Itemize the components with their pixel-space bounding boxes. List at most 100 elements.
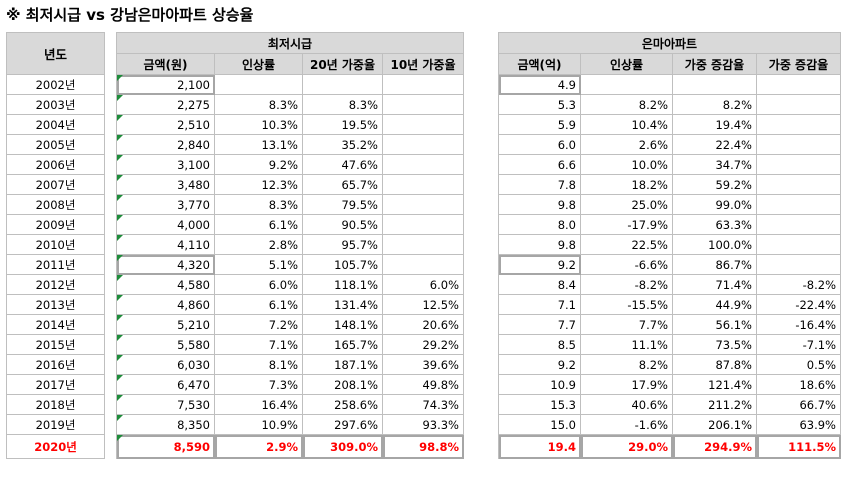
year-cell[interactable]: 2016년 <box>6 354 105 375</box>
price-rate-cell[interactable]: 8.2% <box>580 94 673 115</box>
wage-rate-cell[interactable]: 12.3% <box>214 174 303 195</box>
wage-rate-cell[interactable]: 8.3% <box>214 94 303 115</box>
price-amount-cell[interactable]: 7.8 <box>498 174 581 195</box>
price-cum10-cell[interactable] <box>756 154 841 175</box>
price-cum10-cell[interactable]: 111.5% <box>756 434 841 459</box>
col-header-price-rate[interactable]: 인상률 <box>580 53 673 75</box>
price-cum-cell[interactable]: 73.5% <box>672 334 757 355</box>
wage-rate-cell[interactable]: 16.4% <box>214 394 303 415</box>
price-cum-cell[interactable]: 19.4% <box>672 114 757 135</box>
price-amount-cell[interactable]: 7.7 <box>498 314 581 335</box>
price-cum-cell[interactable]: 100.0% <box>672 234 757 255</box>
wage-cum10-cell[interactable]: 49.8% <box>382 374 464 395</box>
price-rate-cell[interactable]: 18.2% <box>580 174 673 195</box>
wage-cum10-cell[interactable] <box>382 114 464 135</box>
wage-amount-cell[interactable]: 7,530 <box>116 394 215 415</box>
wage-cum10-cell[interactable]: 6.0% <box>382 274 464 295</box>
wage-cum10-cell[interactable]: 39.6% <box>382 354 464 375</box>
price-rate-cell[interactable]: 10.4% <box>580 114 673 135</box>
price-amount-cell[interactable]: 8.0 <box>498 214 581 235</box>
wage-amount-cell[interactable]: 3,480 <box>116 174 215 195</box>
wage-amount-cell[interactable]: 2,275 <box>116 94 215 115</box>
wage-amount-cell[interactable]: 6,030 <box>116 354 215 375</box>
price-cum-cell[interactable]: 22.4% <box>672 134 757 155</box>
price-cum10-cell[interactable]: -8.2% <box>756 274 841 295</box>
year-cell[interactable]: 2002년 <box>6 74 105 95</box>
price-cum-cell[interactable]: 211.2% <box>672 394 757 415</box>
minimum-wage-group-header[interactable]: 최저시급 <box>116 32 464 54</box>
price-cum10-cell[interactable]: 18.6% <box>756 374 841 395</box>
wage-amount-cell[interactable]: 6,470 <box>116 374 215 395</box>
col-header-wage-rate[interactable]: 인상률 <box>214 53 303 75</box>
wage-amount-cell[interactable]: 8,350 <box>116 414 215 435</box>
price-cum10-cell[interactable] <box>756 134 841 155</box>
price-amount-cell[interactable]: 8.4 <box>498 274 581 295</box>
wage-amount-cell[interactable]: 3,100 <box>116 154 215 175</box>
price-cum10-cell[interactable] <box>756 214 841 235</box>
year-cell[interactable]: 2005년 <box>6 134 105 155</box>
wage-amount-cell[interactable]: 2,510 <box>116 114 215 135</box>
price-cum10-cell[interactable] <box>756 74 841 95</box>
wage-cum10-cell[interactable]: 74.3% <box>382 394 464 415</box>
price-amount-cell[interactable]: 15.3 <box>498 394 581 415</box>
year-cell[interactable]: 2007년 <box>6 174 105 195</box>
wage-cum20-cell[interactable]: 8.3% <box>302 94 383 115</box>
wage-amount-cell[interactable]: 3,770 <box>116 194 215 215</box>
price-cum10-cell[interactable] <box>756 234 841 255</box>
wage-cum20-cell[interactable]: 131.4% <box>302 294 383 315</box>
year-cell[interactable]: 2006년 <box>6 154 105 175</box>
price-rate-cell[interactable]: -6.6% <box>580 254 673 275</box>
wage-cum20-cell[interactable]: 65.7% <box>302 174 383 195</box>
price-cum10-cell[interactable] <box>756 254 841 275</box>
price-amount-cell[interactable]: 9.8 <box>498 194 581 215</box>
price-rate-cell[interactable]: 2.6% <box>580 134 673 155</box>
wage-amount-cell[interactable]: 4,320 <box>116 254 215 275</box>
price-amount-cell[interactable]: 9.2 <box>498 354 581 375</box>
price-cum-cell[interactable]: 99.0% <box>672 194 757 215</box>
price-amount-cell[interactable]: 19.4 <box>498 434 581 459</box>
price-cum10-cell[interactable]: -7.1% <box>756 334 841 355</box>
price-rate-cell[interactable] <box>580 74 673 95</box>
wage-rate-cell[interactable]: 8.1% <box>214 354 303 375</box>
wage-rate-cell[interactable]: 2.8% <box>214 234 303 255</box>
price-amount-cell[interactable]: 6.6 <box>498 154 581 175</box>
year-cell[interactable]: 2017년 <box>6 374 105 395</box>
wage-rate-cell[interactable]: 10.3% <box>214 114 303 135</box>
wage-rate-cell[interactable]: 10.9% <box>214 414 303 435</box>
price-rate-cell[interactable]: 11.1% <box>580 334 673 355</box>
wage-cum20-cell[interactable]: 165.7% <box>302 334 383 355</box>
wage-cum10-cell[interactable]: 29.2% <box>382 334 464 355</box>
wage-cum20-cell[interactable]: 208.1% <box>302 374 383 395</box>
price-rate-cell[interactable]: 10.0% <box>580 154 673 175</box>
price-cum10-cell[interactable] <box>756 194 841 215</box>
col-header-price-cum[interactable]: 가중 증감율 <box>672 53 757 75</box>
price-amount-cell[interactable]: 5.9 <box>498 114 581 135</box>
year-cell[interactable]: 2019년 <box>6 414 105 435</box>
price-cum10-cell[interactable]: 0.5% <box>756 354 841 375</box>
wage-cum20-cell[interactable]: 297.6% <box>302 414 383 435</box>
price-cum-cell[interactable]: 8.2% <box>672 94 757 115</box>
price-amount-cell[interactable]: 9.8 <box>498 234 581 255</box>
wage-rate-cell[interactable]: 13.1% <box>214 134 303 155</box>
wage-cum20-cell[interactable]: 47.6% <box>302 154 383 175</box>
price-rate-cell[interactable]: 25.0% <box>580 194 673 215</box>
wage-amount-cell[interactable]: 2,840 <box>116 134 215 155</box>
wage-cum20-cell[interactable]: 258.6% <box>302 394 383 415</box>
wage-amount-cell[interactable]: 4,000 <box>116 214 215 235</box>
wage-rate-cell[interactable]: 7.3% <box>214 374 303 395</box>
wage-cum10-cell[interactable] <box>382 134 464 155</box>
price-cum-cell[interactable]: 294.9% <box>672 434 757 459</box>
wage-rate-cell[interactable]: 2.9% <box>214 434 303 459</box>
price-amount-cell[interactable]: 7.1 <box>498 294 581 315</box>
wage-cum20-cell[interactable]: 90.5% <box>302 214 383 235</box>
wage-rate-cell[interactable]: 6.0% <box>214 274 303 295</box>
col-header-price-amount[interactable]: 금액(억) <box>498 53 581 75</box>
wage-cum10-cell[interactable]: 93.3% <box>382 414 464 435</box>
wage-cum10-cell[interactable] <box>382 154 464 175</box>
wage-amount-cell[interactable]: 4,110 <box>116 234 215 255</box>
price-cum10-cell[interactable] <box>756 94 841 115</box>
price-rate-cell[interactable]: -1.6% <box>580 414 673 435</box>
col-header-wage-cum10[interactable]: 10년 가중율 <box>382 53 464 75</box>
year-cell[interactable]: 2013년 <box>6 294 105 315</box>
year-cell[interactable]: 2012년 <box>6 274 105 295</box>
